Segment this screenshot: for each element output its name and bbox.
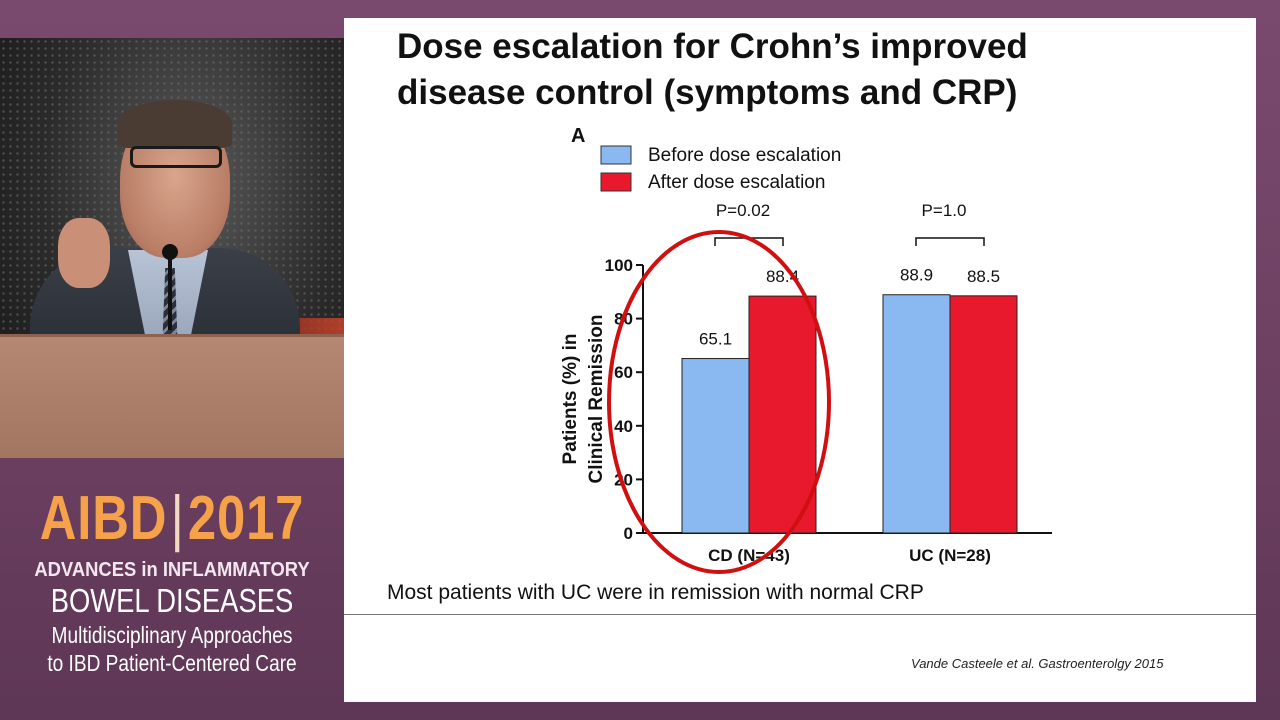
legend-swatch-2 (600, 172, 632, 192)
logo-left-text: AIBD (39, 484, 168, 553)
y-tick-label-100: 100 (605, 256, 633, 275)
speaker-hair (118, 100, 232, 148)
microphone-stand (168, 250, 172, 330)
bar-cd-after (748, 295, 817, 534)
y-axis-label-line-2: Clinical Remission (586, 315, 607, 484)
bar-uc-before (882, 294, 951, 534)
legend-swatch-1 (600, 145, 632, 165)
legend-label-2: After dose escalation (648, 172, 825, 193)
slide-citation: Vande Casteele et al. Gastroenterolgy 20… (911, 656, 1164, 671)
brand-line-patient-care: to IBD Patient-Centered Care (47, 650, 297, 676)
remission-bar-chart: A Before dose escalation After dose escala… (560, 125, 1052, 574)
podium (0, 334, 344, 458)
slide-title-line-1: Dose escalation for Crohn’s improved (397, 27, 1028, 66)
y-axis-label-line-1: Patients (%) in (560, 334, 581, 465)
conference-logo: AIBD|2017 (39, 484, 305, 553)
brand-line-multidisciplinary: Multidisciplinary Approaches (51, 622, 293, 648)
slide-title-line-2: disease control (symptoms and CRP) (397, 73, 1018, 112)
speaker-glasses (130, 146, 222, 168)
legend-label-1: Before dose escalation (648, 145, 841, 166)
x-category-label-cd: CD (N=43) (708, 546, 790, 565)
highlight-circle (607, 230, 831, 574)
p-value-uc: P=1.0 (922, 201, 967, 220)
x-category-label-uc: UC (N=28) (909, 546, 991, 565)
data-label-uc-after: 88.5 (967, 267, 1000, 286)
slide-title: Dose escalation for Crohn’s improved dis… (397, 24, 1217, 116)
bar-uc-after (949, 295, 1018, 534)
y-tick-label-0: 0 (624, 524, 633, 543)
bar-cd-before (681, 358, 750, 534)
brand-line-advances: ADVANCES in INFLAMMATORY (34, 559, 310, 581)
microphone-icon (162, 244, 178, 260)
y-tick-label-40: 40 (614, 417, 633, 436)
p-value-cd: P=0.02 (716, 201, 770, 220)
y-tick-label-60: 60 (614, 363, 633, 382)
slide-divider (344, 614, 1256, 615)
data-label-cd-before: 65.1 (699, 330, 732, 349)
slide-footnote: Most patients with UC were in remission … (387, 581, 924, 604)
significance-bracket-uc (915, 237, 985, 246)
speaker-hand (58, 218, 110, 288)
brand-line-bowel-diseases: BOWEL DISEASES (50, 582, 294, 619)
data-label-uc-before: 88.9 (900, 266, 933, 285)
conference-branding: AIBD|2017 ADVANCES in INFLAMMATORY BOWEL… (0, 458, 344, 720)
speaker-video (0, 38, 344, 458)
presentation-slide: Dose escalation for Crohn’s improved dis… (344, 18, 1256, 702)
panel-label: A (571, 125, 585, 147)
logo-year-text: 2017 (187, 484, 305, 553)
